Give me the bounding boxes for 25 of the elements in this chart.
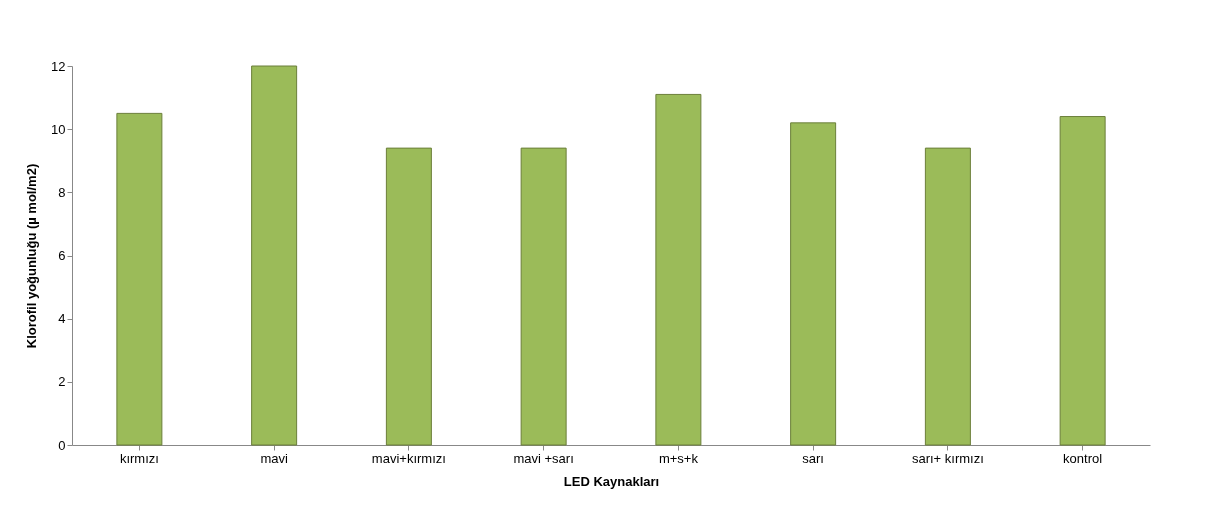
x-tick-label: sarı [802,450,824,466]
x-tick-label: kırmızı [119,450,159,466]
x-tick-label: kontrol [1063,450,1103,466]
bar [1059,116,1106,446]
y-tick-label: 12 [51,58,66,74]
bar [520,147,567,446]
y-tick-label: 4 [58,311,66,327]
x-axis-title: LED Kaynakları [563,473,660,489]
bar [655,93,702,446]
x-tick-label: sarı+ kırmızı [911,450,984,466]
bar [790,122,837,446]
bar [251,65,298,446]
x-tick-label: mavi [260,450,288,466]
y-tick-label: 2 [58,374,66,390]
y-tick-label: 8 [58,184,66,200]
bar [924,147,971,446]
x-tick-label: mavi+kırmızı [371,450,446,466]
x-tick-label: m+s+k [658,450,699,466]
bar [116,112,163,446]
y-axis-title: Klorofil yoğunluğu (µ mol/m2) [24,163,40,349]
bar [385,147,432,446]
y-tick-label: 6 [58,248,66,263]
y-tick-label: 10 [51,121,66,137]
y-tick-label: 0 [58,437,66,453]
x-tick-label: mavi +sarı [513,450,574,466]
